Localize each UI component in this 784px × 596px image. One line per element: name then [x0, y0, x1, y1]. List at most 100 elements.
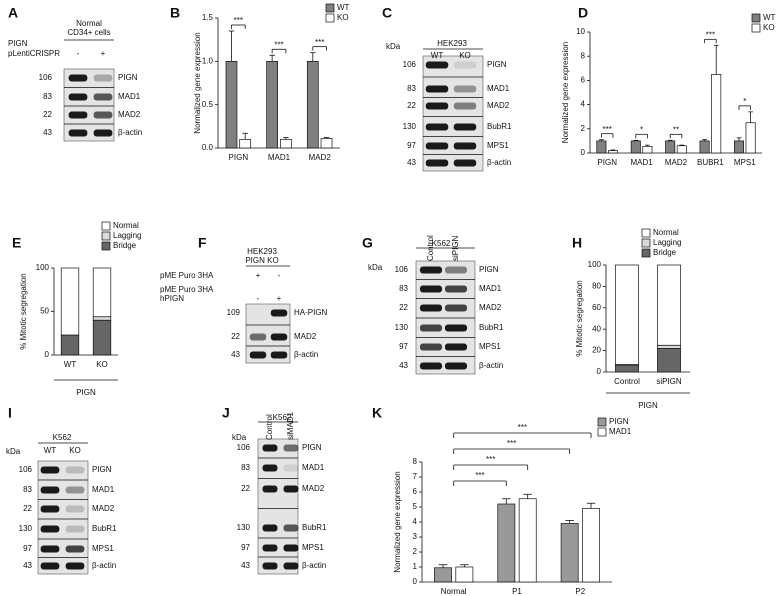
- x-tick-label: WT: [64, 360, 77, 369]
- blot-band: [262, 485, 278, 493]
- marker-label: 106: [395, 265, 409, 274]
- legend-label: Normal: [653, 228, 679, 237]
- marker-label: 130: [19, 524, 33, 533]
- group-label: PIGN: [76, 388, 96, 397]
- bar-segment: [92, 267, 112, 318]
- condition-label: hPIGN: [160, 294, 184, 303]
- band-label: PIGN: [487, 60, 507, 69]
- band-label: MPS1: [92, 544, 114, 553]
- legend-label: KO: [763, 23, 775, 32]
- blot-band: [444, 304, 468, 312]
- blot-band: [419, 324, 443, 332]
- blot-band: [283, 464, 299, 472]
- y-axis-label: Normalized gene expression: [393, 471, 402, 572]
- bar: [266, 60, 278, 149]
- blot-band: [40, 545, 60, 553]
- lane-label: Control: [426, 235, 435, 261]
- x-tick-label: KO: [96, 360, 108, 369]
- sig-label: ***: [315, 38, 324, 47]
- bar: [582, 508, 600, 583]
- y-tick-label: 0: [413, 577, 418, 586]
- x-tick-label: MAD2: [665, 158, 688, 167]
- marker-label: 97: [241, 543, 250, 552]
- marker-label: 106: [19, 465, 33, 474]
- lane-label: siMAD1: [286, 411, 295, 440]
- legend-label: Normal: [113, 221, 139, 230]
- band-label: BubR1: [479, 323, 504, 332]
- band-label: MAD1: [302, 463, 325, 472]
- band-label: MAD1: [487, 84, 510, 93]
- bar: [608, 150, 618, 154]
- blot-band: [65, 562, 85, 570]
- blot-band: [283, 562, 299, 570]
- legend-label: MAD1: [609, 427, 632, 436]
- blot-header: HEK293: [437, 39, 467, 48]
- y-tick-label: 5: [413, 502, 418, 511]
- band-label: MAD2: [487, 101, 510, 110]
- blot-band: [419, 266, 443, 274]
- bar: [711, 73, 722, 154]
- band-label: β-actin: [487, 158, 511, 167]
- y-tick-label: 0.5: [202, 100, 214, 109]
- bar: [596, 140, 607, 154]
- bar-segment: [60, 267, 80, 336]
- sig-label: ***: [274, 40, 283, 49]
- blot-band: [40, 505, 60, 513]
- blot-band: [249, 333, 267, 341]
- marker-label: 97: [23, 544, 32, 553]
- marker-label: 43: [241, 561, 250, 570]
- blot-band: [453, 159, 477, 167]
- band-label: BubR1: [487, 122, 512, 131]
- blot-band: [270, 333, 288, 341]
- blot-band: [93, 74, 113, 82]
- legend-swatch: [325, 3, 335, 13]
- y-tick-label: 0: [597, 367, 602, 376]
- band-label: MPS1: [487, 141, 509, 150]
- bar: [497, 503, 516, 583]
- x-tick-label: BUBR1: [697, 158, 724, 167]
- blot-band: [444, 343, 468, 351]
- blot-band: [444, 324, 468, 332]
- y-tick-label: 4: [413, 517, 418, 526]
- bar: [225, 60, 238, 149]
- y-tick-label: 0.0: [202, 143, 214, 152]
- bar-segment: [657, 344, 681, 349]
- blot-band: [425, 61, 449, 69]
- bar-segment: [657, 348, 681, 373]
- blot-band: [262, 562, 278, 570]
- blot-band: [425, 123, 449, 131]
- panel-letter: F: [198, 235, 207, 251]
- bar: [560, 523, 579, 583]
- bar-segment: [657, 264, 681, 346]
- blot-band: [65, 486, 85, 494]
- condition-sign: +: [101, 49, 106, 58]
- y-tick-label: 10: [576, 27, 585, 36]
- marker-label: 97: [399, 342, 408, 351]
- blot-header: K562: [432, 239, 451, 248]
- blot-band: [453, 61, 477, 69]
- blot-membrane: [415, 260, 476, 375]
- bar: [434, 567, 452, 583]
- legend-label: WT: [337, 3, 350, 12]
- y-axis-label: Normalized gene expression: [561, 42, 570, 143]
- x-tick-label: PIGN: [597, 158, 617, 167]
- condition-sign: -: [278, 271, 281, 280]
- marker-label: 22: [399, 303, 408, 312]
- blot-band: [270, 351, 288, 359]
- lane-label: siPIGN: [451, 235, 460, 261]
- band-label: PIGN: [302, 443, 322, 452]
- marker-label: 83: [23, 485, 32, 494]
- bar: [734, 140, 744, 154]
- blot-band: [419, 285, 443, 293]
- blot-band: [262, 524, 278, 532]
- lane-label: Control: [265, 414, 274, 440]
- bar-segment: [615, 264, 639, 365]
- blot-band: [270, 309, 288, 317]
- panel-letter: H: [572, 235, 582, 251]
- legend-label: Lagging: [653, 238, 681, 247]
- legend-label: PIGN: [609, 417, 629, 426]
- y-tick-label: 3: [413, 532, 418, 541]
- bar: [280, 138, 292, 149]
- blot-band: [40, 525, 60, 533]
